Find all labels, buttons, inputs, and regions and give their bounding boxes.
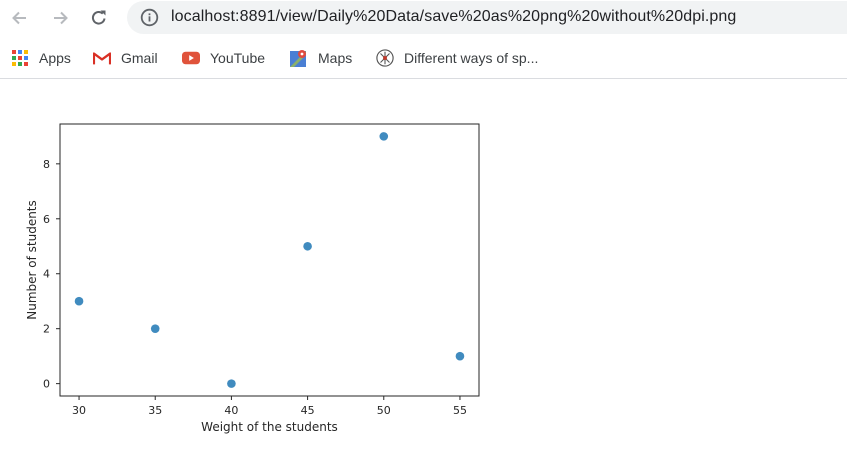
forward-button[interactable] — [46, 4, 74, 32]
forward-arrow-icon — [54, 11, 68, 25]
back-arrow-icon — [12, 11, 26, 25]
scatter-point — [74, 296, 84, 306]
scatter-point — [303, 241, 312, 251]
scatter-point — [455, 351, 465, 361]
bookmark-gmail[interactable]: Gmail — [93, 48, 158, 68]
y-tick-label: 8 — [43, 158, 50, 171]
reload-icon — [91, 10, 106, 25]
scatter-chart: 30 35 40 45 50 55 0 2 4 6 8 Weight of the student… — [0, 79, 847, 467]
bookmark-different-ways[interactable]: Different ways of sp... — [376, 48, 538, 68]
gmail-icon — [93, 49, 111, 67]
bookmark-label: Apps — [39, 50, 71, 66]
chart-canvas: 30 35 40 45 50 55 0 2 4 6 8 Weight of the student… — [25, 123, 480, 434]
back-button[interactable] — [6, 4, 34, 32]
apps-grid-icon — [11, 49, 29, 67]
y-tick-label: 6 — [43, 213, 50, 226]
bookmark-maps[interactable]: Maps — [290, 48, 352, 68]
x-tick-label: 45 — [301, 404, 315, 417]
scatter-point — [379, 132, 389, 141]
x-tick-label: 55 — [453, 404, 467, 417]
info-icon — [140, 8, 159, 27]
bookmark-youtube[interactable]: YouTube — [182, 48, 265, 68]
address-bar[interactable]: localhost:8891/view/Daily%20Data/save%20… — [127, 1, 847, 34]
x-axis-label: Weight of the students — [201, 420, 338, 434]
bookmark-label: Different ways of sp... — [404, 50, 539, 66]
y-tick-label: 2 — [43, 323, 50, 336]
x-axis: 30 35 40 45 50 55 — [72, 396, 467, 417]
page-content: 30 35 40 45 50 55 0 2 4 6 8 Weight of the student… — [0, 79, 847, 462]
scatter-point — [227, 379, 236, 388]
url-text[interactable]: localhost:8891/view/Daily%20Data/save%20… — [171, 8, 737, 25]
x-tick-label: 50 — [377, 404, 391, 417]
y-axis: 0 2 4 6 8 — [43, 158, 60, 391]
x-tick-label: 30 — [72, 404, 86, 417]
maps-icon — [290, 49, 308, 67]
youtube-icon — [182, 49, 200, 67]
x-tick-label: 40 — [224, 404, 238, 417]
bookmark-label: Maps — [318, 50, 353, 66]
reload-button[interactable] — [85, 4, 113, 32]
favicon-icon — [376, 49, 394, 67]
data-points — [74, 132, 465, 388]
x-tick-label: 35 — [148, 404, 162, 417]
plot-area — [59, 123, 480, 397]
browser-toolbar: localhost:8891/view/Daily%20Data/save%20… — [0, 0, 847, 36]
bookmark-label: Gmail — [121, 50, 158, 66]
bookmark-apps[interactable]: Apps — [11, 48, 71, 68]
y-tick-label: 4 — [43, 268, 50, 281]
scatter-point — [150, 324, 160, 333]
bookmarks-bar: Apps Gmail YouTube Maps — [0, 40, 847, 79]
bookmark-label: YouTube — [210, 50, 266, 66]
y-axis-label: Number of students — [25, 200, 39, 320]
y-tick-label: 0 — [43, 378, 50, 391]
